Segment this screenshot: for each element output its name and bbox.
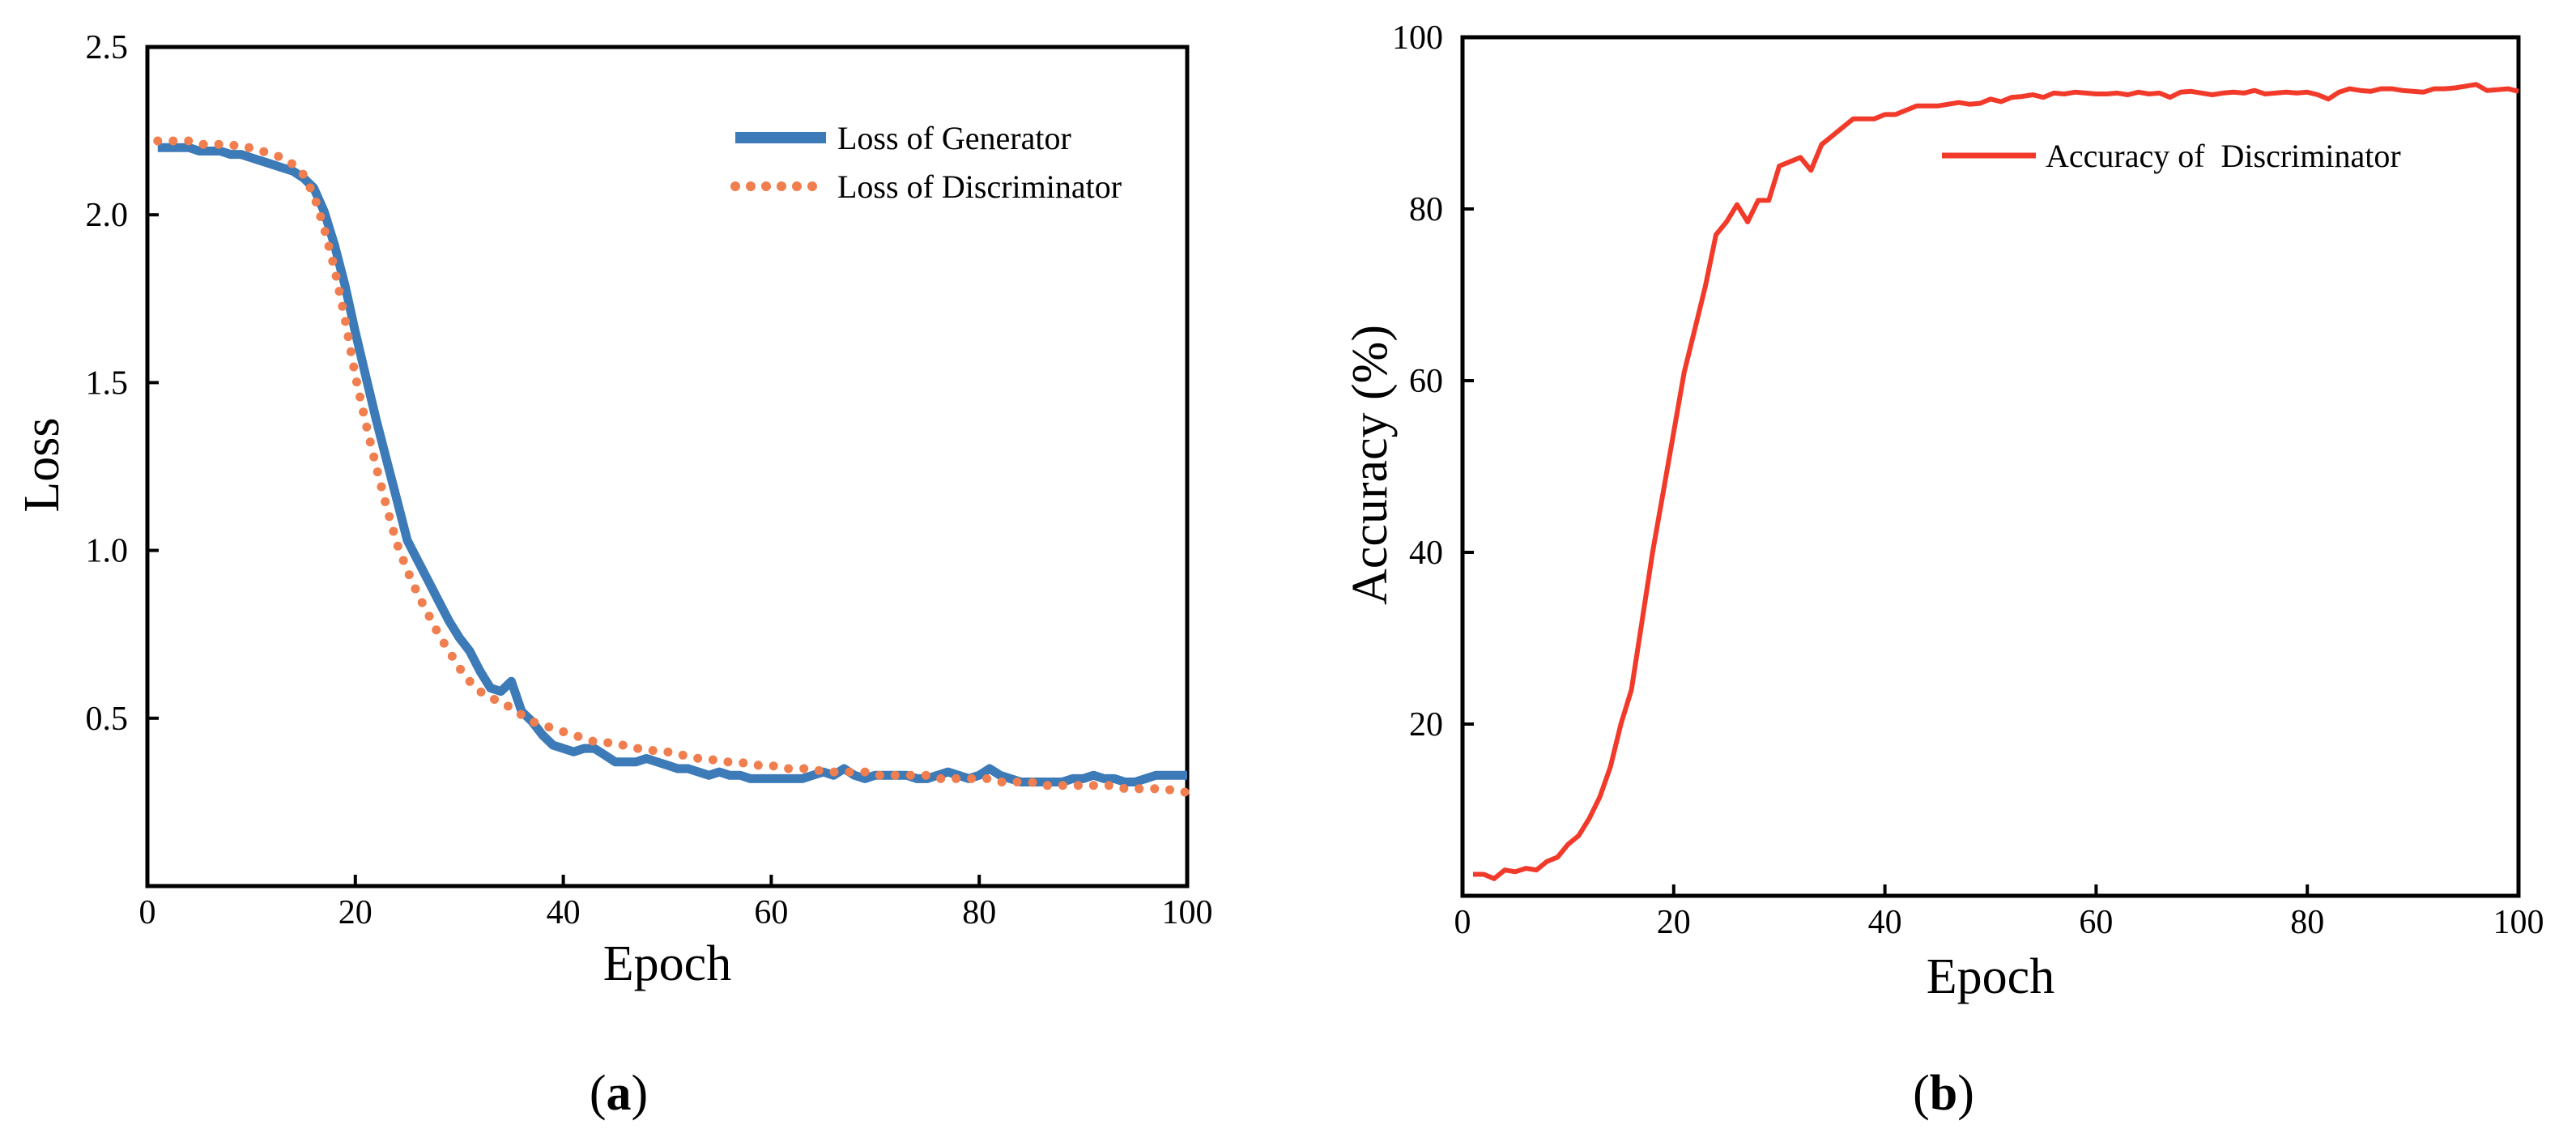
panel-label-a-open: (	[590, 1066, 607, 1121]
y-tick-label: 80	[1409, 191, 1443, 228]
series-line-accuracy-of-discriminator	[1473, 82, 2519, 881]
panel-label-a-letter: a	[607, 1066, 632, 1121]
x-tick-label: 40	[1868, 904, 1902, 941]
panel-label-b-open: (	[1913, 1066, 1930, 1121]
panel-label-a: (a)	[590, 1066, 648, 1121]
x-tick-label: 20	[338, 894, 373, 931]
y-tick-label: 2.0	[86, 197, 129, 234]
loss-chart-panel: 0 20 40 60 80 100 0.5 1.0 1.5 2.0 2.5 Epoch Loss …	[15, 29, 1213, 1121]
x-tick-label: 80	[2290, 904, 2324, 941]
legend: Accuracy of Discriminator	[1942, 138, 2401, 174]
x-ticks: 0 20 40 60 80 100	[1454, 884, 2544, 941]
legend: Loss of Generator Loss of Discriminator	[730, 120, 1122, 205]
x-tick-label: 100	[2493, 904, 2544, 941]
y-tick-label: 20	[1409, 706, 1443, 744]
panel-label-b-letter: b	[1930, 1066, 1957, 1121]
series-line-loss-of-discriminator	[153, 136, 1192, 797]
x-tick-label: 80	[962, 894, 996, 931]
series-line-loss-of-generator	[157, 143, 1187, 786]
y-axis-label: Loss	[15, 417, 70, 512]
y-tick-label: 2.5	[86, 29, 129, 66]
accuracy-chart-panel: 0 20 40 60 80 100 20 40 60 80 100 Epoch Accuracy …	[1343, 19, 2544, 1121]
x-tick-label: 0	[1454, 904, 1471, 941]
x-tick-label: 60	[754, 894, 788, 931]
x-tick-label: 20	[1657, 904, 1691, 941]
x-ticks: 0 20 40 60 80 100	[139, 875, 1213, 931]
plot-frame	[1460, 35, 2521, 898]
panel-label-a-close: )	[632, 1066, 649, 1121]
y-tick-label: 100	[1392, 19, 1443, 57]
x-axis-label: Epoch	[603, 936, 731, 991]
y-tick-label: 0.5	[86, 701, 129, 738]
x-tick-label: 60	[2079, 904, 2113, 941]
accuracy-series-group	[1473, 82, 2519, 881]
legend-label-accuracy: Accuracy of Discriminator	[2046, 138, 2401, 174]
y-tick-label: 1.0	[86, 533, 129, 570]
y-axis-label: Accuracy (%)	[1343, 325, 1398, 605]
legend-label-generator: Loss of Generator	[837, 120, 1071, 156]
y-ticks: 20 40 60 80 100	[1392, 19, 1474, 744]
loss-series-group	[153, 136, 1192, 797]
x-tick-label: 40	[547, 894, 581, 931]
y-tick-label: 60	[1409, 363, 1443, 400]
x-tick-label: 0	[139, 894, 156, 931]
y-tick-label: 1.5	[86, 364, 129, 402]
legend-label-discriminator: Loss of Discriminator	[837, 168, 1122, 205]
panel-label-b-close: )	[1957, 1066, 1974, 1121]
y-ticks: 0.5 1.0 1.5 2.0 2.5	[86, 29, 159, 738]
plot-frame	[145, 45, 1190, 888]
panel-label-b: (b)	[1913, 1066, 1974, 1121]
y-tick-label: 40	[1409, 535, 1443, 572]
x-tick-label: 100	[1162, 894, 1213, 931]
x-axis-label: Epoch	[1927, 949, 2054, 1004]
